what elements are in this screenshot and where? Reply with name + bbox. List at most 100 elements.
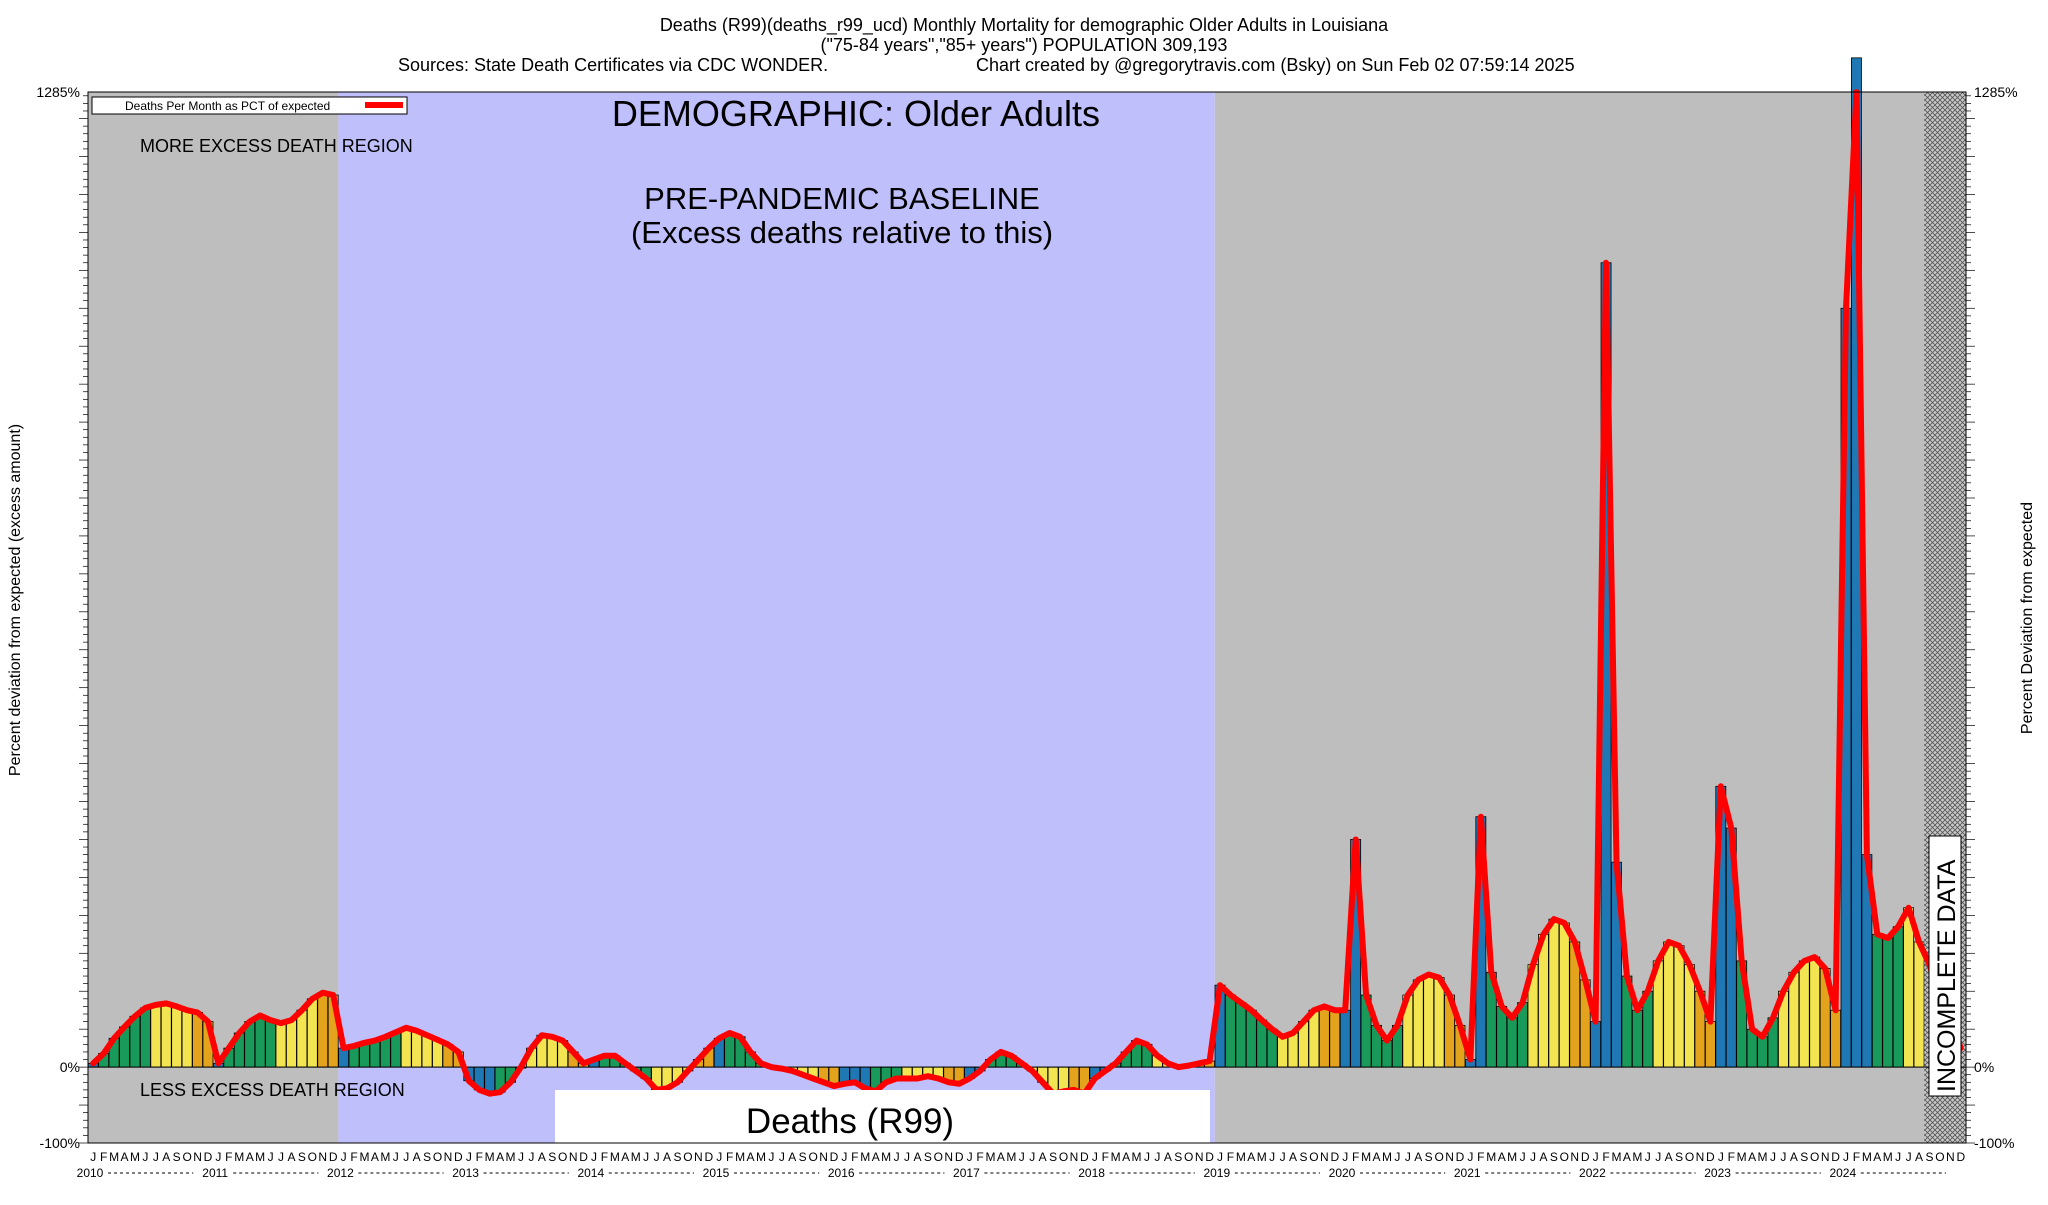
x-tick-label: F — [601, 1150, 608, 1164]
x-tick-label: J — [1895, 1150, 1901, 1164]
x-tick-label: O — [1434, 1150, 1443, 1164]
x-tick-label: A — [747, 1150, 755, 1164]
bar — [1757, 1036, 1768, 1068]
x-tick-label: O — [808, 1150, 817, 1164]
x-tick-label: J — [1593, 1150, 1599, 1164]
bar — [1798, 960, 1810, 1068]
bar — [296, 1009, 308, 1068]
x-tick-label: J — [967, 1150, 973, 1164]
bar — [1913, 941, 1925, 1068]
x-tick-label: A — [371, 1150, 379, 1164]
x-tick-label: N — [444, 1150, 453, 1164]
title-line-2: ("75-84 years","85+ years") POPULATION 3… — [821, 35, 1228, 55]
x-tick-label: M — [1632, 1150, 1642, 1164]
x-tick-label: A — [1373, 1150, 1381, 1164]
x-tick-label: M — [1382, 1150, 1392, 1164]
x-year-label: 2023 — [1704, 1166, 1731, 1180]
x-tick-label: S — [548, 1150, 556, 1164]
x-tick-label: S — [1425, 1150, 1433, 1164]
x-tick-label: D — [704, 1150, 713, 1164]
x-year-label: 2021 — [1454, 1166, 1481, 1180]
y-axis-label-right: Percent Deviation from expected — [2019, 502, 2036, 734]
bar — [1538, 933, 1549, 1068]
bar — [1892, 926, 1904, 1068]
bar — [254, 1015, 266, 1068]
x-tick-label: J — [403, 1150, 409, 1164]
x-tick-label: A — [496, 1150, 504, 1164]
bar — [1496, 1006, 1508, 1068]
x-tick-label: N — [819, 1150, 828, 1164]
x-tick-label: J — [466, 1150, 472, 1164]
demographic-label: DEMOGRAPHIC: Older Adults — [612, 93, 1100, 134]
x-tick-label: M — [735, 1150, 745, 1164]
x-tick-label: S — [1925, 1150, 1933, 1164]
y-tick-label-left: 0% — [60, 1059, 80, 1075]
bar — [1558, 922, 1570, 1068]
x-tick-label: S — [799, 1150, 807, 1164]
x-tick-label: O — [1935, 1150, 1944, 1164]
y-tick-label-right: -100% — [1974, 1135, 2014, 1151]
x-tick-label: J — [278, 1150, 284, 1164]
x-tick-label: D — [1205, 1150, 1214, 1164]
x-tick-label: A — [872, 1150, 880, 1164]
bar — [1673, 945, 1685, 1068]
region-baseline — [338, 92, 1215, 1143]
y-tick-label-left: -100% — [40, 1135, 80, 1151]
x-tick-label: O — [683, 1150, 692, 1164]
x-tick-label: M — [1507, 1150, 1517, 1164]
x-tick-label: N — [694, 1150, 703, 1164]
bar-series — [87, 57, 1967, 1095]
x-tick-label: J — [1092, 1150, 1098, 1164]
x-tick-label: D — [1706, 1150, 1715, 1164]
bar — [181, 1009, 193, 1068]
x-tick-label: M — [1111, 1150, 1121, 1164]
x-tick-label: A — [121, 1150, 129, 1164]
x-tick-label: N — [1070, 1150, 1079, 1164]
x-tick-label: A — [997, 1150, 1005, 1164]
x-tick-label: J — [904, 1150, 910, 1164]
x-year-label: 2011 — [202, 1166, 228, 1180]
x-tick-label: N — [1320, 1150, 1329, 1164]
x-tick-label: M — [1006, 1150, 1016, 1164]
x-tick-label: A — [413, 1150, 421, 1164]
x-year-label: 2020 — [1329, 1166, 1356, 1180]
bar — [1318, 1006, 1330, 1068]
x-tick-label: J — [518, 1150, 524, 1164]
x-tick-label: O — [308, 1150, 317, 1164]
x-tick-label: F — [1352, 1150, 1359, 1164]
x-tick-label: F — [1477, 1150, 1484, 1164]
x-tick-label: S — [298, 1150, 306, 1164]
x-tick-label: A — [1623, 1150, 1631, 1164]
x-tick-label: S — [1675, 1150, 1683, 1164]
x-tick-label: S — [1174, 1150, 1182, 1164]
x-tick-label: M — [1611, 1150, 1621, 1164]
x-tick-label: A — [788, 1150, 796, 1164]
x-tick-label: M — [130, 1150, 140, 1164]
y-tick-label-right: 0% — [1974, 1059, 1994, 1075]
x-tick-label: S — [1299, 1150, 1307, 1164]
x-year-label: 2013 — [452, 1166, 479, 1180]
bar — [1235, 1002, 1247, 1068]
x-tick-label: J — [768, 1150, 774, 1164]
x-tick-label: D — [1330, 1150, 1339, 1164]
x-tick-label: M — [359, 1150, 369, 1164]
bar — [1809, 956, 1821, 1068]
bar — [150, 1004, 162, 1068]
bar — [192, 1012, 203, 1068]
x-tick-label: M — [1862, 1150, 1872, 1164]
x-year-label: 2014 — [577, 1166, 604, 1180]
bar — [139, 1007, 151, 1068]
x-tick-label: J — [268, 1150, 274, 1164]
x-tick-label: D — [579, 1150, 588, 1164]
x-tick-label: D — [1831, 1150, 1840, 1164]
x-tick-label: A — [1122, 1150, 1130, 1164]
x-tick-label: J — [1280, 1150, 1286, 1164]
x-tick-label: J — [591, 1150, 597, 1164]
x-tick-label: A — [913, 1150, 921, 1164]
y-tick-label-right: 1285% — [1974, 84, 2018, 100]
bar — [1245, 1009, 1257, 1068]
x-tick-label: O — [1685, 1150, 1694, 1164]
x-tick-label: F — [1602, 1150, 1609, 1164]
x-tick-label: A — [246, 1150, 254, 1164]
